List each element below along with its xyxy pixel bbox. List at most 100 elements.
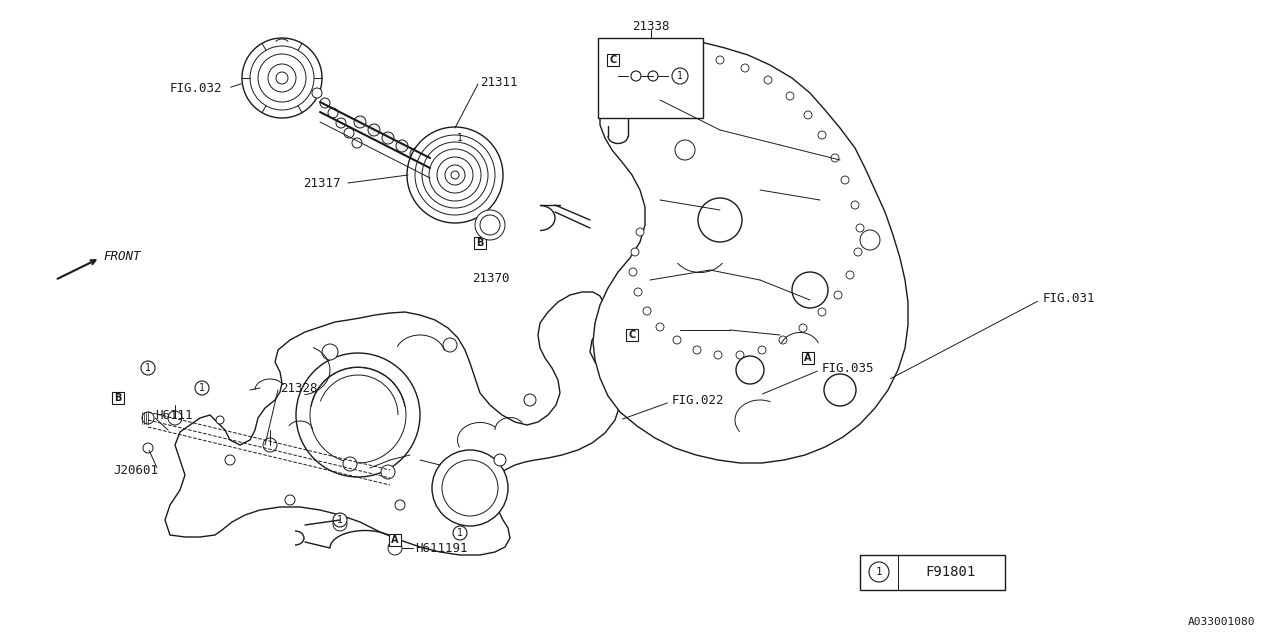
Text: 1: 1 — [145, 363, 151, 373]
Bar — [113, 392, 124, 404]
Text: B: B — [114, 393, 122, 403]
Bar — [626, 329, 637, 341]
Circle shape — [856, 224, 864, 232]
Circle shape — [631, 71, 641, 81]
Text: 21317: 21317 — [303, 177, 340, 189]
Text: 1: 1 — [876, 567, 882, 577]
Bar — [389, 534, 401, 546]
Circle shape — [355, 116, 366, 128]
Circle shape — [442, 460, 498, 516]
Text: 1: 1 — [337, 515, 343, 525]
Circle shape — [422, 142, 488, 208]
Text: A033001080: A033001080 — [1188, 617, 1254, 627]
Circle shape — [628, 268, 637, 276]
Circle shape — [691, 54, 699, 62]
Circle shape — [869, 562, 890, 582]
Circle shape — [310, 367, 406, 463]
Text: 21370: 21370 — [472, 271, 509, 285]
Circle shape — [369, 124, 380, 136]
Polygon shape — [593, 42, 908, 463]
Circle shape — [328, 108, 338, 118]
Circle shape — [343, 457, 357, 471]
Circle shape — [168, 411, 182, 425]
Circle shape — [841, 176, 849, 184]
Circle shape — [352, 138, 362, 148]
Circle shape — [333, 513, 347, 527]
Circle shape — [453, 526, 467, 540]
Circle shape — [835, 291, 842, 299]
Circle shape — [657, 323, 664, 331]
Circle shape — [381, 132, 394, 144]
Circle shape — [631, 248, 639, 256]
Circle shape — [664, 64, 672, 72]
Text: F91801: F91801 — [925, 565, 975, 579]
Circle shape — [396, 140, 408, 152]
Bar — [803, 352, 814, 364]
Circle shape — [741, 64, 749, 72]
Text: A: A — [392, 535, 399, 545]
Circle shape — [860, 230, 881, 250]
Circle shape — [312, 88, 323, 98]
Circle shape — [786, 92, 794, 100]
Circle shape — [333, 517, 347, 531]
Circle shape — [388, 541, 402, 555]
Circle shape — [396, 500, 404, 510]
Circle shape — [764, 76, 772, 84]
Text: 1: 1 — [457, 133, 463, 143]
Circle shape — [636, 228, 644, 236]
Circle shape — [276, 72, 288, 84]
Text: C: C — [609, 55, 617, 65]
Text: B: B — [476, 238, 484, 248]
Circle shape — [433, 450, 508, 526]
Bar — [474, 237, 486, 249]
Circle shape — [818, 308, 826, 316]
Circle shape — [846, 271, 854, 279]
Text: FIG.022: FIG.022 — [672, 394, 724, 406]
Circle shape — [443, 338, 457, 352]
Text: H6111: H6111 — [155, 408, 192, 422]
Circle shape — [242, 38, 323, 118]
Circle shape — [250, 46, 314, 110]
Circle shape — [716, 56, 724, 64]
Text: 21311: 21311 — [480, 76, 517, 88]
Circle shape — [415, 135, 495, 215]
Circle shape — [407, 127, 503, 223]
Circle shape — [141, 361, 155, 375]
Text: 21338: 21338 — [632, 19, 669, 33]
Circle shape — [259, 54, 306, 102]
Text: 1: 1 — [457, 528, 463, 538]
Circle shape — [643, 307, 652, 315]
Circle shape — [851, 201, 859, 209]
Circle shape — [831, 154, 838, 162]
Text: FRONT: FRONT — [102, 250, 141, 262]
Bar — [607, 54, 620, 66]
Circle shape — [381, 465, 396, 479]
Circle shape — [323, 344, 338, 360]
Circle shape — [698, 198, 742, 242]
Circle shape — [451, 171, 460, 179]
Circle shape — [672, 68, 689, 84]
Bar — [598, 38, 703, 118]
Circle shape — [524, 394, 536, 406]
Circle shape — [480, 215, 500, 235]
Text: H611191: H611191 — [415, 541, 467, 554]
Circle shape — [799, 324, 806, 332]
Circle shape — [634, 288, 643, 296]
Text: FIG.032: FIG.032 — [170, 81, 223, 95]
Circle shape — [780, 336, 787, 344]
Circle shape — [692, 346, 701, 354]
Circle shape — [337, 118, 346, 128]
Circle shape — [804, 111, 812, 119]
Circle shape — [142, 412, 154, 424]
Bar — [860, 555, 1005, 590]
Circle shape — [736, 351, 744, 359]
Circle shape — [673, 336, 681, 344]
Text: FIG.031: FIG.031 — [1043, 291, 1096, 305]
Circle shape — [714, 351, 722, 359]
Text: J20601: J20601 — [113, 463, 157, 477]
Text: 1: 1 — [200, 383, 205, 393]
Circle shape — [494, 454, 506, 466]
Circle shape — [675, 140, 695, 160]
Circle shape — [436, 157, 474, 193]
Text: FIG.035: FIG.035 — [822, 362, 874, 374]
